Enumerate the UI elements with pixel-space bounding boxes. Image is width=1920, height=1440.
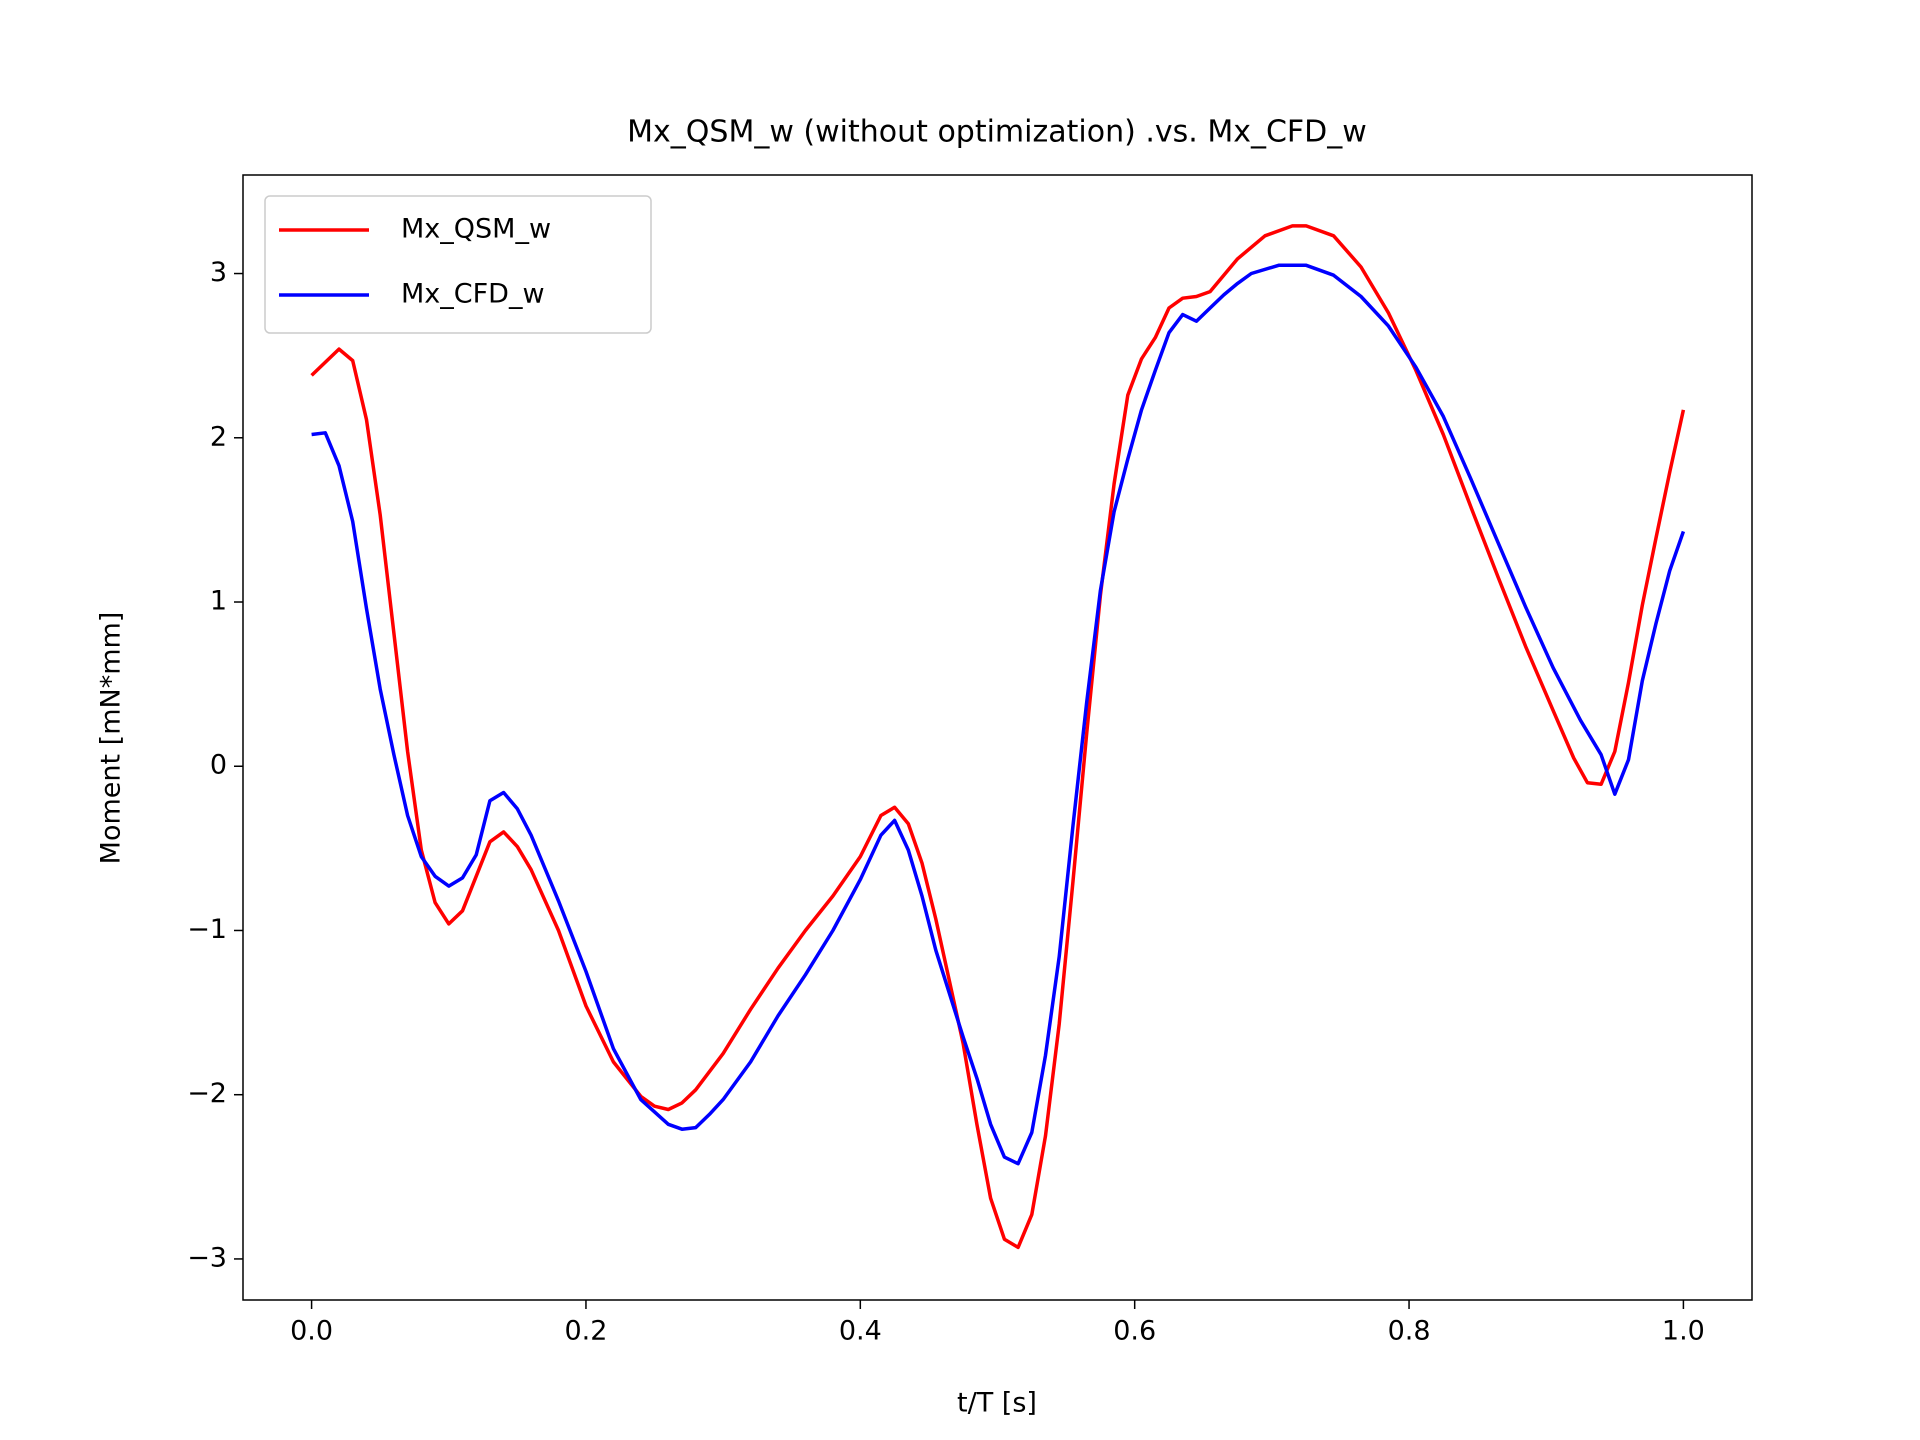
series-line <box>310 224 1686 1250</box>
x-tick-label: 0.6 <box>1113 1316 1156 1347</box>
y-tick-label: −2 <box>187 1078 227 1109</box>
x-tick-label: 0.8 <box>1388 1316 1431 1347</box>
x-tick-label: 1.0 <box>1662 1316 1705 1347</box>
x-tick-label: 0.4 <box>839 1316 882 1347</box>
legend-label: Mx_QSM_w <box>401 214 551 245</box>
x-tick-label: 0.0 <box>290 1316 333 1347</box>
y-tick-label: −1 <box>187 914 227 945</box>
y-tick-label: 2 <box>210 421 227 452</box>
y-tick-label: 3 <box>210 257 227 288</box>
y-tick-label: −3 <box>187 1242 227 1273</box>
y-axis-label: Moment [mN*mm] <box>96 612 127 865</box>
legend-label: Mx_CFD_w <box>401 279 545 310</box>
y-tick-label: 0 <box>210 750 227 781</box>
series-line <box>311 263 1686 1166</box>
chart-title: Mx_QSM_w (without optimization) .vs. Mx_… <box>627 115 1367 150</box>
plot-frame <box>242 174 1753 1301</box>
x-tick-label: 0.2 <box>564 1316 607 1347</box>
x-axis-label: t/T [s] <box>957 1388 1037 1419</box>
y-tick-label: 1 <box>210 586 227 617</box>
